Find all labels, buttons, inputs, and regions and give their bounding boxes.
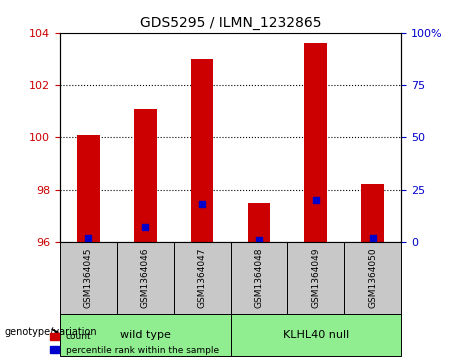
FancyBboxPatch shape (174, 242, 230, 314)
FancyBboxPatch shape (230, 242, 287, 314)
FancyBboxPatch shape (287, 242, 344, 314)
Text: wild type: wild type (120, 330, 171, 340)
Text: GSM1364046: GSM1364046 (141, 248, 150, 308)
FancyBboxPatch shape (60, 314, 230, 356)
Text: GSM1364047: GSM1364047 (198, 248, 207, 308)
Title: GDS5295 / ILMN_1232865: GDS5295 / ILMN_1232865 (140, 16, 321, 30)
Text: genotype/variation: genotype/variation (5, 327, 97, 337)
Legend: count, percentile rank within the sample: count, percentile rank within the sample (46, 329, 223, 359)
Text: KLHL40 null: KLHL40 null (283, 330, 349, 340)
Text: GSM1364048: GSM1364048 (254, 248, 263, 308)
FancyBboxPatch shape (344, 242, 401, 314)
FancyBboxPatch shape (117, 242, 174, 314)
Text: GSM1364049: GSM1364049 (311, 248, 320, 308)
Bar (248, 203, 270, 242)
Text: GSM1364050: GSM1364050 (368, 248, 377, 308)
Bar (304, 43, 327, 242)
FancyBboxPatch shape (230, 314, 401, 356)
Bar (134, 109, 157, 242)
FancyBboxPatch shape (60, 242, 117, 314)
Text: GSM1364045: GSM1364045 (84, 248, 93, 308)
Bar (361, 184, 384, 242)
Bar (191, 59, 213, 242)
Bar (77, 135, 100, 242)
